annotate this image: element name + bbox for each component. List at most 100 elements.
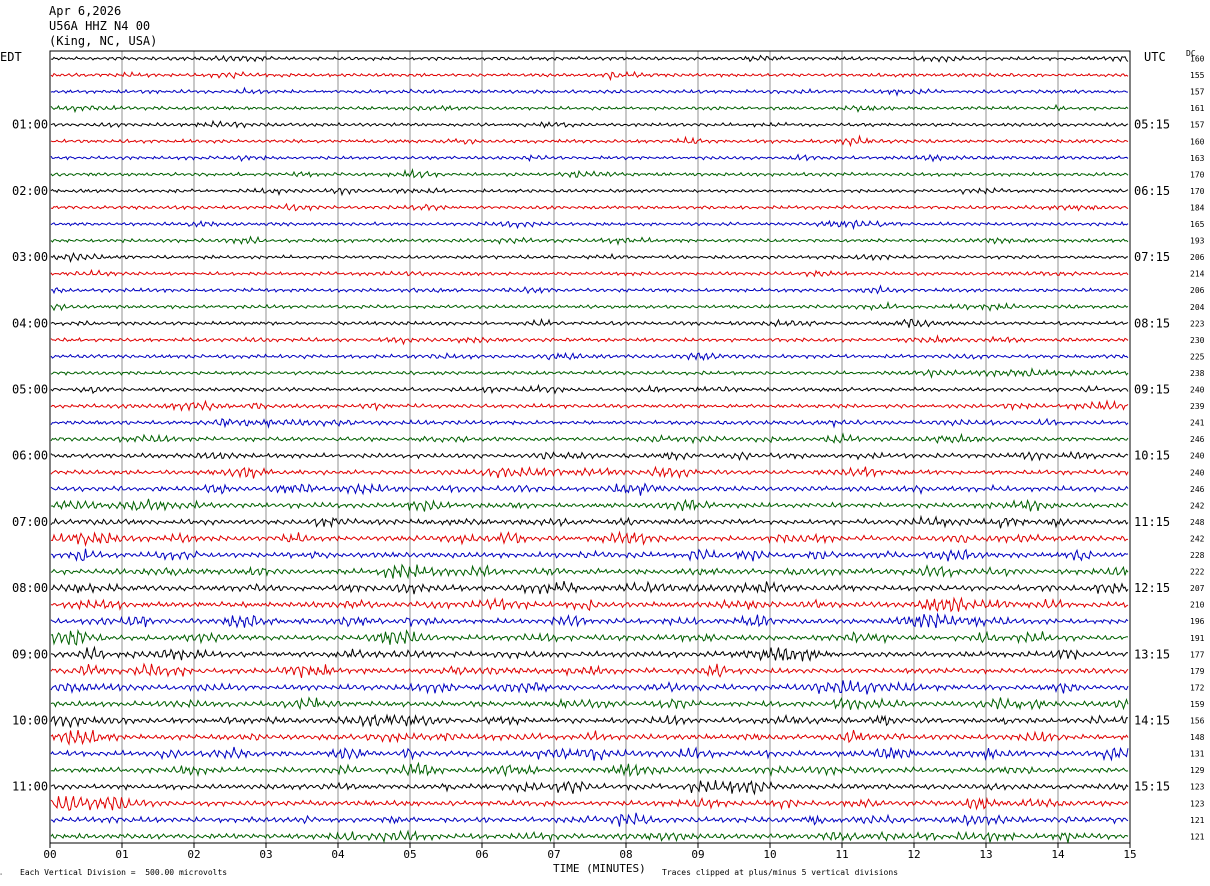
utc-hour-label: 13:15	[1134, 647, 1170, 661]
dc-offset-value: 129	[1190, 766, 1205, 775]
dc-offset-value: 228	[1190, 551, 1205, 560]
dc-offset-value: 156	[1190, 717, 1205, 726]
edt-hour-label: 03:00	[12, 250, 48, 264]
right-timezone-label: UTC	[1144, 50, 1166, 64]
seismic-trace	[50, 761, 1129, 778]
utc-hour-label: 11:15	[1134, 515, 1170, 529]
seismic-trace	[50, 268, 1129, 278]
seismic-trace	[50, 134, 1129, 148]
edt-hour-label: 07:00	[12, 515, 48, 529]
dc-offset-value: 223	[1190, 319, 1205, 328]
utc-hour-label: 07:15	[1134, 250, 1170, 264]
dc-offset-value: 161	[1190, 104, 1205, 113]
dc-offset-value: 246	[1190, 485, 1205, 494]
dc-offset-value: 179	[1190, 667, 1205, 676]
dc-offset-value: 170	[1190, 187, 1205, 196]
edt-hour-label: 08:00	[12, 581, 48, 595]
dc-offset-value: 240	[1190, 386, 1205, 395]
dc-offset-value: 121	[1190, 816, 1205, 825]
seismic-trace	[50, 300, 1129, 312]
utc-hour-label: 12:15	[1134, 581, 1170, 595]
dc-offset-value: 222	[1190, 568, 1205, 577]
seismic-trace	[50, 70, 1129, 82]
dc-offset-value: 177	[1190, 650, 1205, 659]
seismic-trace	[50, 86, 1129, 97]
seismic-trace	[50, 482, 1129, 496]
dc-offset-value: 155	[1190, 71, 1205, 80]
seismic-trace	[50, 596, 1129, 613]
x-tick-label: 06	[475, 848, 488, 861]
seismic-trace	[50, 202, 1129, 212]
dc-offset-value: 240	[1190, 468, 1205, 477]
x-tick-label: 12	[907, 848, 920, 861]
station-label: U56A HHZ N4 00	[49, 19, 151, 33]
seismic-trace	[50, 514, 1129, 529]
seismic-trace	[50, 662, 1129, 678]
seismic-trace	[50, 729, 1129, 746]
seismic-trace	[50, 351, 1129, 362]
seismic-trace	[50, 450, 1129, 462]
dc-offset-value: 242	[1190, 501, 1205, 510]
dc-offset-value: 165	[1190, 220, 1205, 229]
seismic-trace	[50, 612, 1129, 629]
seismic-trace	[50, 367, 1129, 379]
dc-offset-value: 157	[1190, 88, 1205, 97]
dc-offset-value: 163	[1190, 154, 1205, 163]
seismic-trace	[50, 119, 1129, 129]
dc-offset-value: 242	[1190, 534, 1205, 543]
seismic-trace	[50, 168, 1129, 179]
dc-offset-value: 123	[1190, 799, 1205, 808]
seismic-trace	[50, 432, 1129, 445]
seismic-trace	[50, 153, 1129, 163]
x-tick-label: 00	[43, 848, 56, 861]
seismic-trace	[50, 680, 1129, 695]
seismic-trace	[50, 548, 1129, 562]
dc-offset-value: 160	[1190, 55, 1205, 64]
dc-offset-value: 148	[1190, 733, 1205, 742]
edt-hour-label: 04:00	[12, 316, 48, 330]
date-label: Apr 6,2026	[49, 4, 122, 18]
seismic-trace	[50, 580, 1129, 595]
x-tick-label: 14	[1051, 848, 1065, 861]
utc-hour-label: 08:15	[1134, 316, 1170, 330]
utc-hour-label: 14:15	[1134, 714, 1170, 728]
seismic-trace	[50, 383, 1129, 395]
seismic-trace	[50, 563, 1129, 580]
seismic-trace	[50, 417, 1129, 429]
utc-hour-label: 09:15	[1134, 383, 1170, 397]
seismic-trace	[50, 779, 1129, 796]
x-tick-label: 09	[691, 848, 704, 861]
seismic-trace	[50, 812, 1129, 827]
dc-offset-value: 191	[1190, 634, 1205, 643]
dc-offset-value: 214	[1190, 270, 1205, 279]
division-note: Each Vertical Division = 500.00 microvol…	[20, 868, 228, 877]
dc-offset-value: 184	[1190, 203, 1205, 212]
x-tick-label: 04	[331, 848, 345, 861]
dc-offset-value: 204	[1190, 303, 1205, 312]
x-tick-label: 01	[115, 848, 128, 861]
dc-offset-value: 207	[1190, 584, 1205, 593]
seismic-trace	[50, 645, 1129, 662]
seismic-trace	[50, 186, 1129, 197]
dc-offset-value: 193	[1190, 237, 1205, 246]
corner-mark: ⸱	[0, 870, 3, 879]
seismic-trace	[50, 746, 1129, 762]
utc-hour-label: 06:15	[1134, 184, 1170, 198]
seismic-trace	[50, 696, 1129, 711]
dc-offset-value: 210	[1190, 601, 1205, 610]
seismic-trace	[50, 317, 1129, 328]
seismic-trace	[50, 334, 1129, 346]
dc-offset-value: 121	[1190, 832, 1205, 841]
dc-offset-value: 240	[1190, 452, 1205, 461]
seismic-trace	[50, 399, 1129, 412]
dc-offset-value: 246	[1190, 435, 1205, 444]
dc-offset-value: 131	[1190, 750, 1205, 759]
edt-hour-label: 02:00	[12, 184, 48, 198]
x-tick-label: 07	[547, 848, 560, 861]
edt-hour-label: 06:00	[12, 449, 48, 463]
seismic-trace	[50, 628, 1129, 646]
seismic-trace	[50, 54, 1129, 63]
edt-hour-label: 10:00	[12, 714, 48, 728]
seismic-trace	[50, 235, 1129, 246]
